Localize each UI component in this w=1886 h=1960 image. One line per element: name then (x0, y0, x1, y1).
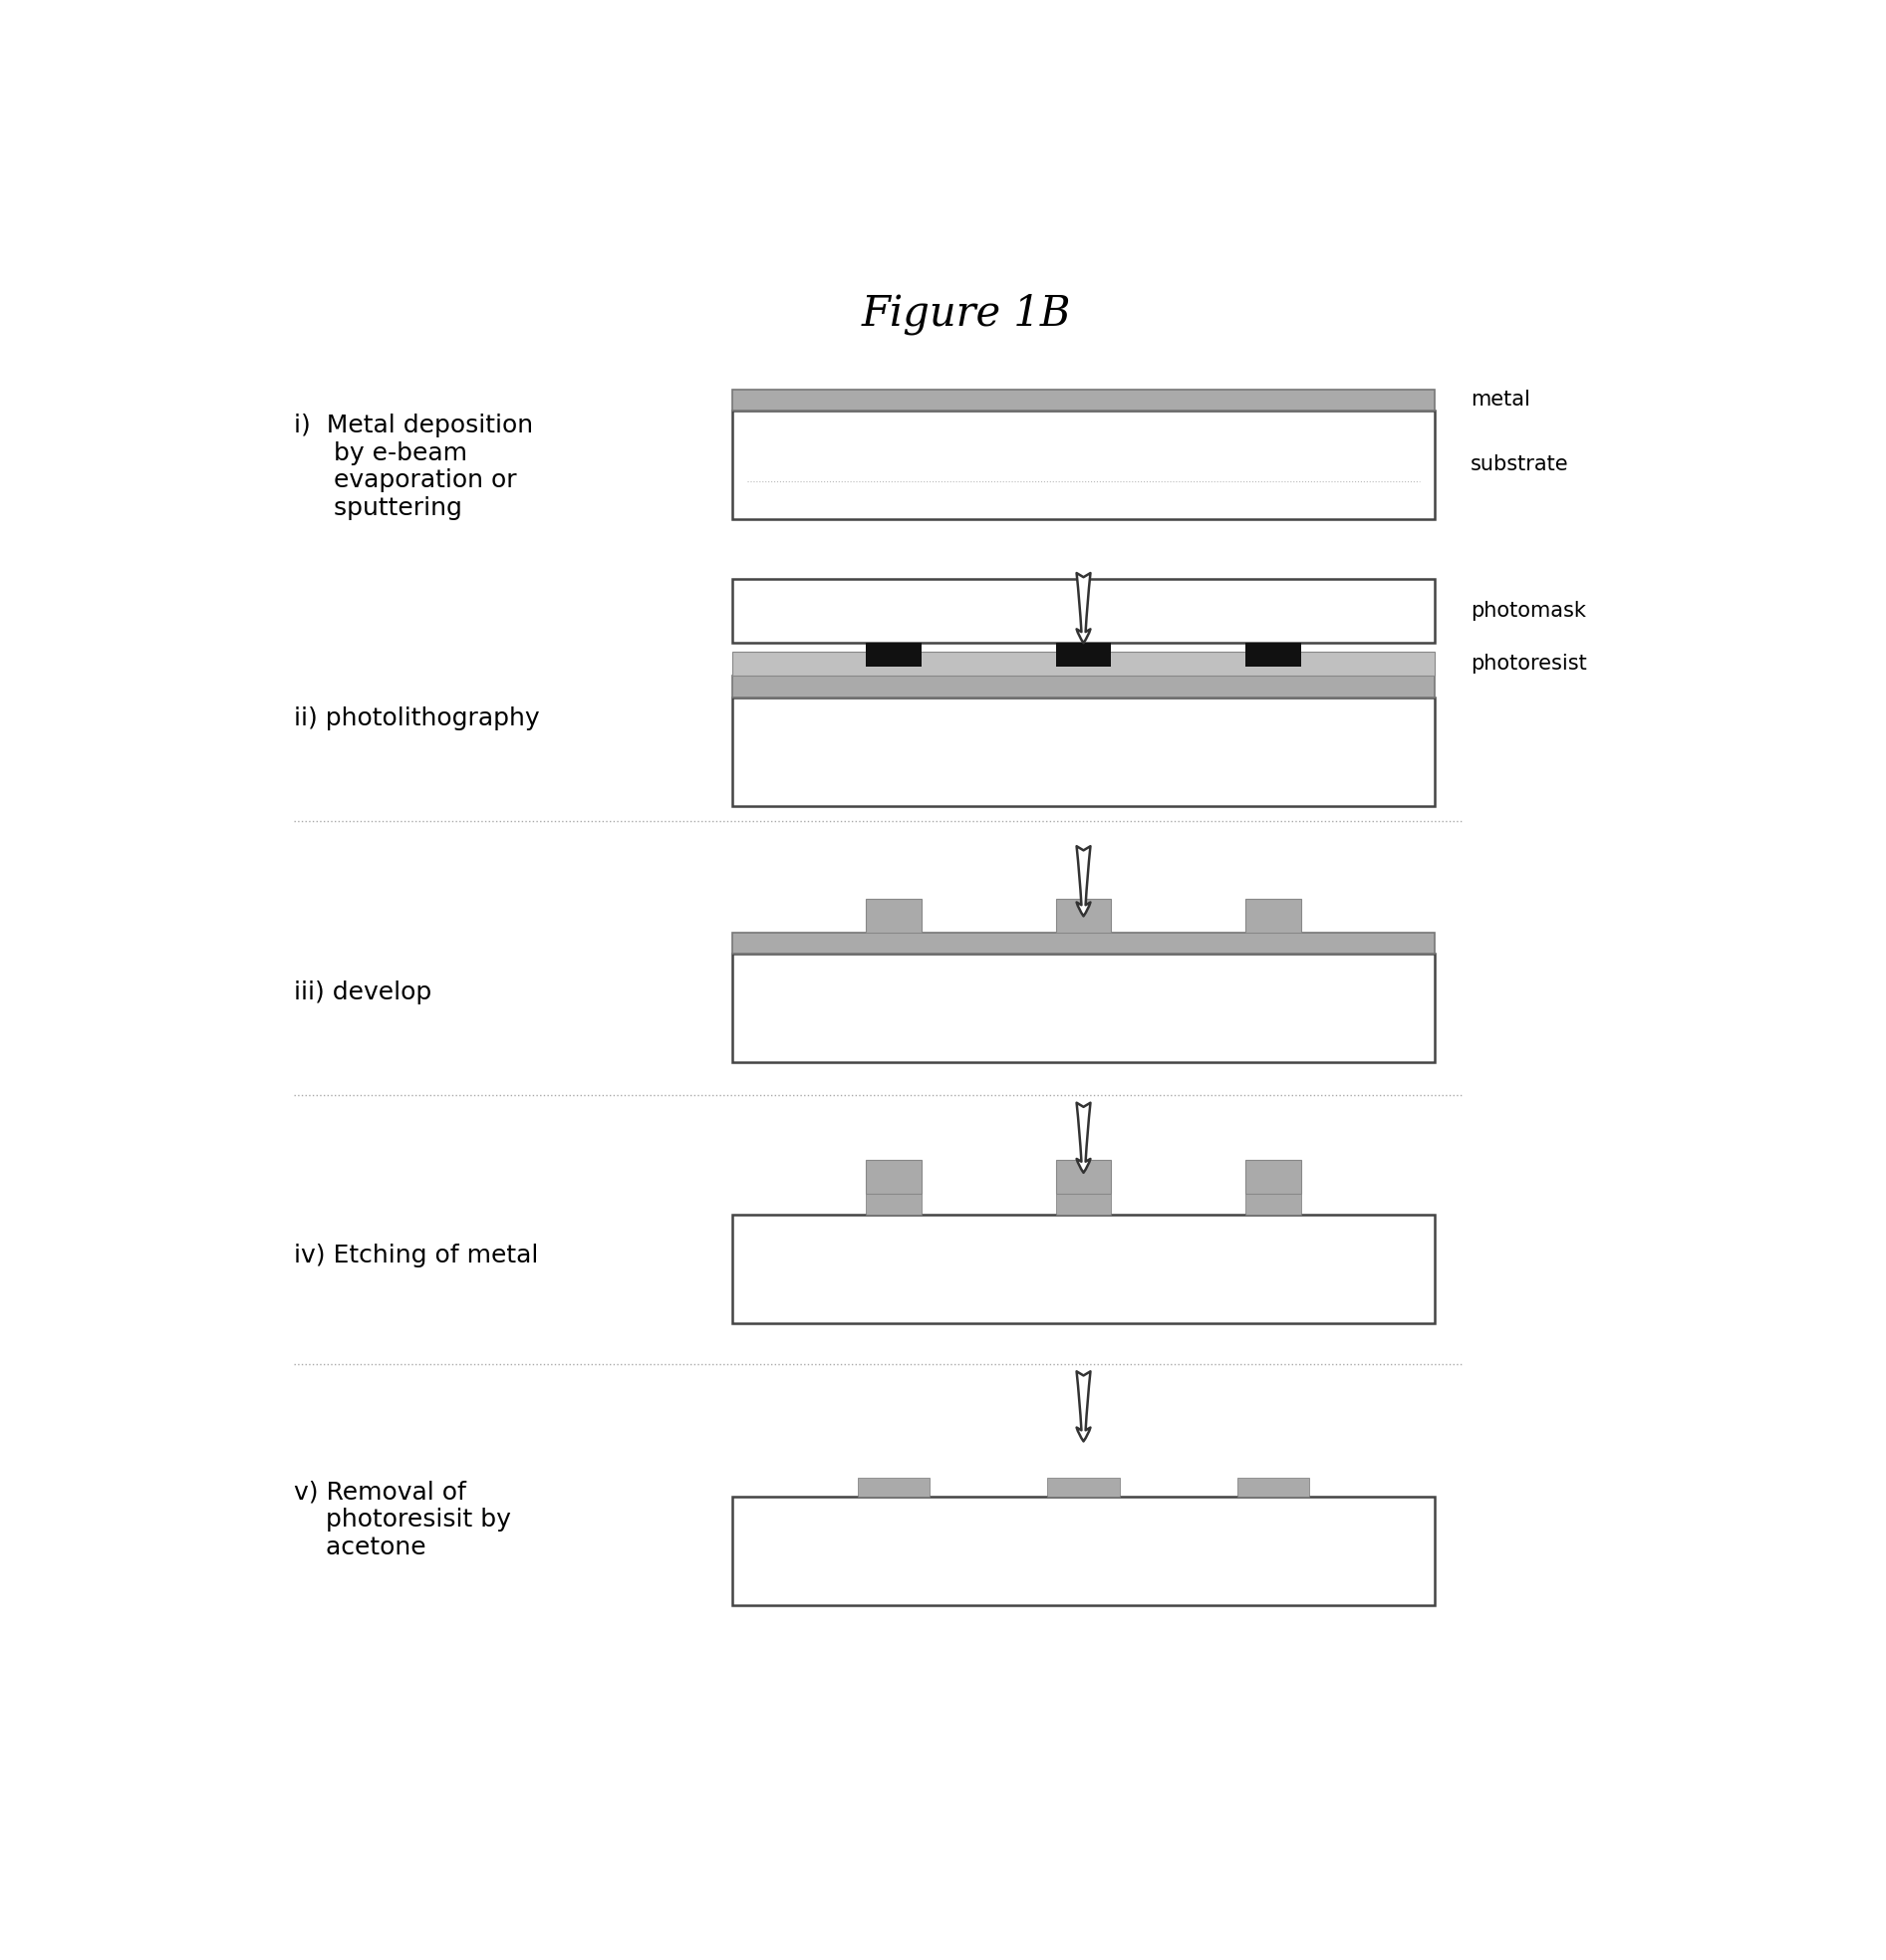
Bar (866, 900, 920, 933)
Bar (732, 933, 1433, 955)
Text: v) Removal of
    photoresisit by
    acetone: v) Removal of photoresisit by acetone (294, 1480, 511, 1560)
Bar (732, 676, 1433, 698)
Bar (732, 410, 1433, 519)
Bar (1247, 1160, 1301, 1194)
Bar (866, 643, 920, 666)
Bar (732, 653, 1433, 676)
Bar (1237, 1478, 1309, 1497)
Bar (732, 698, 1433, 806)
Text: Figure 1B: Figure 1B (862, 292, 1071, 335)
Text: iv) Etching of metal: iv) Etching of metal (294, 1243, 539, 1268)
Text: photomask: photomask (1471, 602, 1586, 621)
Bar (1247, 1194, 1301, 1215)
Text: photoresist: photoresist (1471, 655, 1588, 674)
Bar (866, 1194, 920, 1215)
Bar (1056, 1160, 1111, 1194)
Bar (732, 390, 1433, 410)
Bar (732, 580, 1433, 643)
Bar (1247, 900, 1301, 933)
Bar (1056, 1194, 1111, 1215)
Bar (732, 1497, 1433, 1605)
Text: ii) photolithography: ii) photolithography (294, 706, 539, 729)
Text: i)  Metal deposition
     by e-beam
     evaporation or
     sputtering: i) Metal deposition by e-beam evaporatio… (294, 414, 534, 519)
Text: metal: metal (1471, 390, 1531, 410)
Bar (732, 955, 1433, 1062)
Bar (866, 1160, 920, 1194)
Bar (732, 1215, 1433, 1323)
Bar (1056, 643, 1111, 666)
Bar (1056, 900, 1111, 933)
Text: iii) develop: iii) develop (294, 980, 432, 1005)
Text: substrate: substrate (1471, 455, 1569, 474)
Bar (1047, 1478, 1120, 1497)
Bar (1247, 643, 1301, 666)
Bar (858, 1478, 930, 1497)
